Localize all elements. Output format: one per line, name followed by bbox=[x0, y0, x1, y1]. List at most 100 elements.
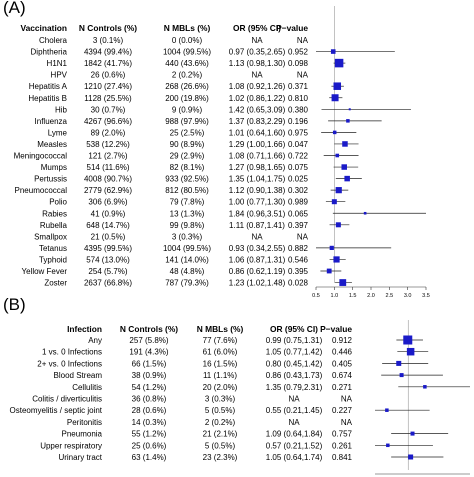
row-mbls: 200 (19.8%) bbox=[165, 94, 209, 103]
row-controls: 89 (2.0%) bbox=[91, 128, 126, 137]
row-label: Cholera bbox=[39, 36, 68, 45]
row-or: 1.01 (0.64,1.60) bbox=[229, 128, 286, 137]
row-mbls: 5 (0.5%) bbox=[205, 441, 236, 450]
row-or: 1.09 (0.64,1.84) bbox=[266, 430, 323, 439]
row-mbls: 11 (1.1%) bbox=[203, 371, 237, 380]
row-pvalue: 0.025 bbox=[288, 175, 309, 184]
x-tick-label: 1.5 bbox=[349, 293, 357, 299]
row-controls: 55 (1.2%) bbox=[132, 430, 167, 439]
row-mbls: 61 (6.0%) bbox=[203, 348, 238, 357]
or-marker bbox=[385, 408, 389, 412]
row-pvalue: 0.371 bbox=[288, 82, 309, 91]
row-label: Diphtheria bbox=[31, 48, 68, 57]
row-pvalue: 0.674 bbox=[332, 371, 353, 380]
row-or: 1.23 (1.02,1.48) bbox=[229, 279, 286, 288]
row-pvalue: 0.446 bbox=[332, 348, 353, 357]
row-or: 1.06 (0.87,1.31) bbox=[229, 255, 286, 264]
row-or: 1.13 (0.98,1.30) bbox=[229, 59, 286, 68]
header-3: OR (95% CI) bbox=[270, 324, 318, 334]
row-mbls: 1004 (99.5%) bbox=[163, 244, 211, 253]
row-controls: 4394 (99.4%) bbox=[84, 48, 132, 57]
x-tick-label: 2.0 bbox=[367, 293, 375, 299]
row-controls: 514 (11.6%) bbox=[87, 163, 130, 172]
row-mbls: 1004 (99.5%) bbox=[163, 48, 211, 57]
row-pvalue: 0.380 bbox=[288, 105, 309, 114]
or-marker bbox=[335, 222, 341, 228]
row-pvalue: 0.989 bbox=[288, 198, 309, 207]
row-label: Rubella bbox=[40, 221, 68, 230]
row-mbls: 20 (2.0%) bbox=[203, 383, 238, 392]
header-4: P−value bbox=[320, 324, 352, 334]
row-pvalue: 0.271 bbox=[332, 383, 353, 392]
row-or: 1.84 (0.96,3.51) bbox=[229, 209, 286, 218]
row-mbls: 77 (7.6%) bbox=[203, 336, 238, 345]
row-controls: 2637 (66.8%) bbox=[84, 279, 132, 288]
x-tick-label: 1.0 bbox=[331, 293, 339, 299]
row-pvalue: 0.261 bbox=[332, 441, 353, 450]
row-controls: 14 (0.3%) bbox=[132, 418, 167, 427]
row-pvalue: 0.757 bbox=[332, 430, 353, 439]
or-marker bbox=[344, 175, 350, 182]
row-pvalue: 0.395 bbox=[288, 267, 309, 276]
row-or: 1.35 (1.04,1.75) bbox=[229, 175, 286, 184]
row-controls: 191 (4.3%) bbox=[129, 348, 168, 357]
row-label: Zoster bbox=[44, 279, 67, 288]
row-or: 0.57 (0.21,1.52) bbox=[266, 441, 323, 450]
or-marker bbox=[396, 360, 402, 366]
row-mbls: 0 (0.0%) bbox=[172, 36, 203, 45]
row-or: 1.27 (0.98,1.65) bbox=[229, 163, 286, 172]
header-3: OR (95% CI) bbox=[233, 23, 281, 33]
row-pvalue: 0.405 bbox=[332, 359, 353, 368]
row-pvalue: 0.810 bbox=[288, 94, 309, 103]
row-controls: 41 (0.9%) bbox=[91, 209, 126, 218]
x-tick-label: 3.0 bbox=[404, 293, 412, 299]
row-or: 1.05 (0.64,1.74) bbox=[266, 453, 323, 462]
row-pvalue: 0.546 bbox=[288, 255, 309, 264]
row-mbls: 48 (4.8%) bbox=[170, 267, 205, 276]
row-or: NA bbox=[251, 71, 263, 80]
row-pvalue: 0.028 bbox=[288, 279, 309, 288]
or-marker bbox=[335, 153, 340, 158]
row-label: 1 vs. 0 Infections bbox=[42, 348, 102, 357]
row-or: 1.05 (0.77,1.42) bbox=[266, 348, 323, 357]
row-controls: 306 (6.9%) bbox=[88, 198, 127, 207]
row-controls: 257 (5.8%) bbox=[129, 336, 168, 345]
row-pvalue: NA bbox=[297, 232, 309, 241]
row-pvalue: 0.302 bbox=[288, 186, 309, 195]
row-or: 1.08 (0.71,1.66) bbox=[229, 152, 286, 161]
row-pvalue: 0.047 bbox=[288, 140, 309, 149]
or-marker bbox=[403, 335, 413, 345]
row-controls: 1128 (25.5%) bbox=[84, 94, 132, 103]
row-controls: 1842 (41.7%) bbox=[84, 59, 132, 68]
row-or: 1.29 (1.00,1.66) bbox=[229, 140, 286, 149]
row-mbls: 16 (1.5%) bbox=[203, 359, 238, 368]
row-label: H1N1 bbox=[47, 59, 68, 68]
row-pvalue: 0.841 bbox=[332, 453, 353, 462]
row-mbls: 812 (80.5%) bbox=[165, 186, 209, 195]
or-marker bbox=[326, 268, 332, 274]
or-marker bbox=[423, 385, 427, 389]
row-or: 0.86 (0.43,1.73) bbox=[266, 371, 323, 380]
header-1: N Controls (%) bbox=[120, 324, 178, 334]
row-mbls: 13 (1.3%) bbox=[170, 209, 205, 218]
row-controls: 2779 (62.9%) bbox=[84, 186, 132, 195]
row-pvalue: 0.075 bbox=[288, 163, 309, 172]
row-controls: 54 (1.2%) bbox=[132, 383, 167, 392]
or-marker bbox=[331, 94, 339, 102]
row-pvalue: 0.098 bbox=[288, 59, 309, 68]
row-or: 1.00 (0.77,1.30) bbox=[229, 198, 286, 207]
row-controls: 4395 (99.5%) bbox=[84, 244, 132, 253]
row-label: Upper respiratory bbox=[40, 441, 102, 450]
row-or: 1.11 (0.87,1.41) bbox=[229, 221, 285, 230]
header-2: N MBLs (%) bbox=[197, 324, 244, 334]
row-mbls: 90 (8.9%) bbox=[170, 140, 205, 149]
row-mbls: 787 (79.3%) bbox=[165, 279, 209, 288]
row-or: 1.35 (0.79,2.31) bbox=[266, 383, 323, 392]
or-marker bbox=[335, 187, 342, 194]
row-or: 1.37 (0.83,2.29) bbox=[229, 117, 286, 126]
row-pvalue: 0.196 bbox=[288, 117, 309, 126]
or-marker bbox=[399, 373, 404, 378]
row-controls: 4267 (96.6%) bbox=[84, 117, 132, 126]
row-controls: 254 (5.7%) bbox=[88, 267, 127, 276]
row-or: NA bbox=[288, 395, 300, 404]
